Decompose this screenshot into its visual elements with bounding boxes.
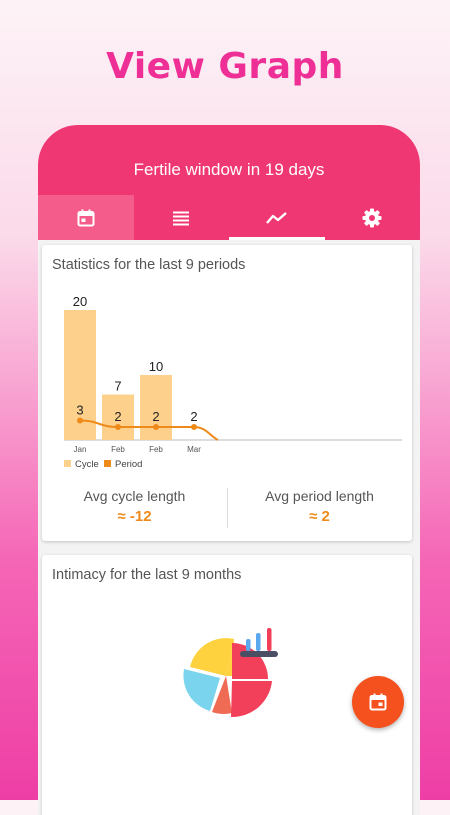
avg-cycle-value: ≈ -12 xyxy=(117,508,152,525)
x-tick-label: Feb xyxy=(111,445,125,454)
fertile-window-text: Fertile window in 19 days xyxy=(133,160,325,179)
legend-label: Period xyxy=(115,459,142,470)
trend-icon xyxy=(265,211,287,224)
tab-bar xyxy=(38,195,420,240)
cycle-bar xyxy=(140,375,172,440)
legend-label: Cycle xyxy=(75,459,99,470)
period-point-label: 2 xyxy=(114,409,121,424)
cycle-bar-label: 10 xyxy=(149,359,163,374)
gear-icon xyxy=(362,208,382,227)
statistics-chart: 20 7 10 3 2 2 2 Jan Feb Feb Mar Cycle Period xyxy=(64,294,402,470)
cycle-bar xyxy=(102,394,134,440)
legend-swatch xyxy=(104,460,111,467)
phone-frame: Fertile window in 19 days xyxy=(38,125,420,815)
promo-title: View Graph xyxy=(106,46,344,87)
period-point-label: 2 xyxy=(152,409,159,424)
x-tick-label: Jan xyxy=(74,445,87,454)
period-point xyxy=(153,424,159,430)
intimacy-title: Intimacy for the last 9 months xyxy=(52,567,242,583)
add-entry-fab[interactable] xyxy=(352,676,404,728)
period-point xyxy=(77,417,83,424)
avg-period-value: ≈ 2 xyxy=(309,508,330,525)
tab-graph[interactable] xyxy=(229,195,325,240)
period-point-label: 2 xyxy=(190,409,197,424)
cycle-bar-label: 20 xyxy=(73,294,87,309)
avg-cycle-stat: Avg cycle length ≈ -12 xyxy=(42,488,227,525)
intimacy-card: Intimacy for the last 9 months xyxy=(42,555,412,815)
pie-chart-illustration xyxy=(183,628,278,718)
calendar-icon xyxy=(77,209,95,226)
x-tick-label: Feb xyxy=(149,445,163,454)
active-tab-indicator xyxy=(229,237,325,240)
period-point-label: 3 xyxy=(76,403,83,418)
stats-summary: Avg cycle length ≈ -12 Avg period length… xyxy=(42,488,412,528)
statistics-title: Statistics for the last 9 periods xyxy=(52,257,246,273)
period-point xyxy=(115,424,121,430)
list-icon xyxy=(173,211,190,225)
calendar-icon xyxy=(369,693,387,711)
avg-cycle-label: Avg cycle length xyxy=(83,488,186,504)
tab-settings[interactable] xyxy=(325,195,421,240)
tab-list[interactable] xyxy=(134,195,230,240)
legend-swatch xyxy=(64,460,71,467)
period-point xyxy=(191,424,197,430)
app-header: Fertile window in 19 days xyxy=(38,125,420,240)
statistics-card: Statistics for the last 9 periods 20 7 10 3… xyxy=(42,245,412,541)
tab-calendar[interactable] xyxy=(38,195,134,240)
x-tick-label: Mar xyxy=(187,445,201,454)
avg-period-label: Avg period length xyxy=(265,488,374,504)
cycle-bar-label: 7 xyxy=(114,379,121,394)
avg-period-stat: Avg period length ≈ 2 xyxy=(227,488,412,525)
stat-divider xyxy=(227,488,228,528)
